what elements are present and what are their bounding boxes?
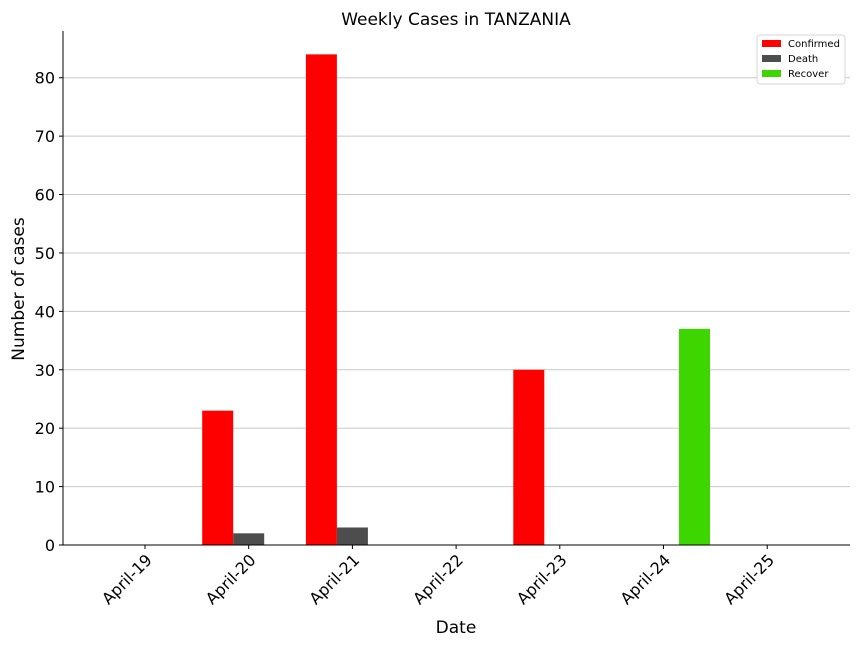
y-axis-label: Number of cases	[9, 217, 29, 361]
legend-swatch-confirmed	[762, 40, 781, 47]
legend-label-death: Death	[788, 54, 818, 65]
x-tick-label: April-24	[617, 550, 675, 608]
legend-swatch-death	[762, 55, 781, 62]
x-tick-label: April-23	[513, 550, 571, 608]
chart-title: Weekly Cases in TANZANIA	[341, 10, 571, 30]
y-tick-label: 0	[45, 536, 55, 555]
bar-recover-april-24	[679, 328, 710, 545]
bar-confirmed-april-20	[202, 410, 234, 545]
y-tick-label: 40	[35, 302, 55, 321]
legend-swatch-recover	[762, 70, 781, 77]
y-tick-label: 20	[35, 419, 55, 438]
y-tick-label: 70	[35, 127, 55, 146]
y-tick-label: 60	[35, 186, 55, 205]
bar-death-april-21	[336, 527, 368, 545]
y-tick-label: 10	[35, 478, 55, 497]
legend-label-recover: Recover	[788, 69, 829, 80]
bars	[202, 54, 710, 545]
bar-death-april-20	[233, 533, 265, 545]
x-tick-label: April-21	[305, 550, 363, 608]
legend: Confirmed Death Recover	[756, 34, 846, 85]
bar-confirmed-april-23	[513, 369, 545, 545]
x-axis-label: Date	[436, 618, 477, 638]
legend-label-confirmed: Confirmed	[788, 39, 840, 50]
bar-confirmed-april-21	[305, 54, 337, 545]
y-tick-label: 80	[35, 69, 55, 88]
x-tick-label: April-19	[98, 550, 156, 608]
x-tick-label: April-20	[202, 550, 260, 608]
x-tick-label: April-22	[409, 550, 467, 608]
gridlines	[63, 77, 850, 488]
x-tick-label: April-25	[720, 550, 778, 608]
y-tick-label: 30	[35, 361, 55, 380]
y-tick-label: 50	[35, 244, 55, 263]
axes: 0 10 20 30 40 50 60 70 80 April-19 April-20 April-2…	[35, 31, 850, 608]
